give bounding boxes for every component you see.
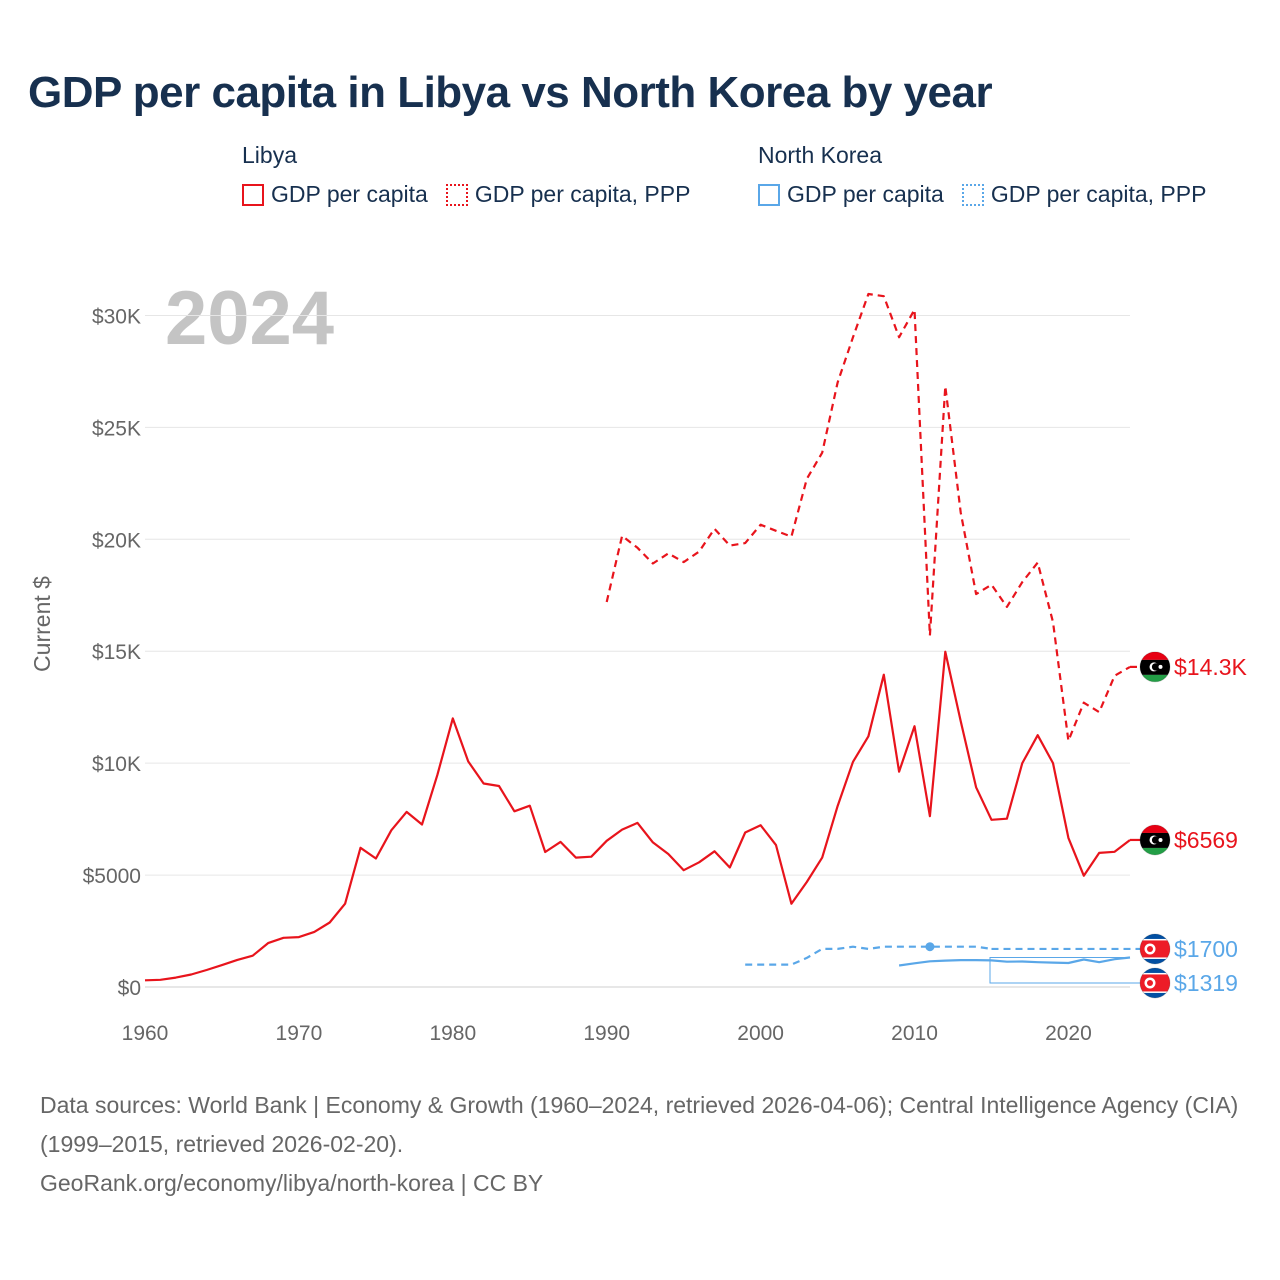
legend-swatch-solid — [758, 183, 780, 206]
flag-marker — [1139, 967, 1171, 999]
x-tick-label: 1970 — [276, 1022, 323, 1045]
x-tick-label: 1990 — [583, 1022, 630, 1045]
y-tick-label: $0 — [118, 977, 141, 1000]
end-value-label: $14.3K — [1174, 654, 1248, 680]
leader-line — [989, 956, 1140, 984]
credit-link[interactable]: GeoRank.org/economy/libya/north-korea | … — [40, 1170, 544, 1196]
legend-item-north-korea-gdp-ppp[interactable]: GDP per capita, PPP — [961, 181, 1207, 208]
star-icon — [1158, 664, 1163, 669]
y-axis-label: Current $ — [29, 576, 55, 672]
north-korea-flag-icon — [1140, 967, 1170, 998]
legend-group-north-korea: North Korea GDP per capita GDP per capit… — [758, 142, 1224, 208]
legend-label: GDP per capita, PPP — [474, 181, 691, 207]
gridlines — [145, 314, 1130, 988]
star-icon — [1147, 979, 1153, 986]
x-tick-label: 2010 — [891, 1022, 938, 1045]
x-tick-label: 1980 — [429, 1022, 476, 1045]
north-korea-flag-icon — [1140, 933, 1170, 964]
series-line-libya-gdp-per-capita — [144, 650, 1131, 982]
star-icon — [1158, 837, 1163, 842]
libya-flag-icon — [1140, 824, 1170, 855]
chart-title: GDP per capita in Libya vs North Korea b… — [28, 68, 993, 117]
legend-group-libya: Libya GDP per capita GDP per capita, PPP — [242, 142, 708, 208]
crescent-cutout — [1151, 663, 1160, 671]
legend-swatch-dotted — [445, 183, 468, 206]
x-tick-label: 2000 — [737, 1022, 784, 1045]
end-labels: $14.3K $6569 $1700 $1319 — [989, 651, 1248, 999]
flag-outline — [1139, 933, 1171, 965]
end-value-label: $6569 — [1174, 827, 1238, 853]
legend-label: GDP per capita, PPP — [990, 181, 1207, 207]
y-tick-label: $5000 — [83, 865, 141, 888]
x-tick-label: 2020 — [1045, 1022, 1092, 1045]
y-tick-label: $25K — [92, 417, 141, 440]
libya-flag-icon — [1140, 651, 1170, 682]
star-icon — [1147, 945, 1153, 952]
crescent-cutout — [1151, 836, 1160, 844]
series-line-north-korea-gdp-per-capita — [898, 956, 1131, 967]
legend-item-north-korea-gdp[interactable]: GDP per capita — [758, 181, 944, 208]
flag-marker — [1139, 824, 1171, 856]
legend-group-title: North Korea — [758, 142, 883, 168]
flag-outline — [1139, 651, 1171, 683]
flag-stripe — [1140, 824, 1170, 833]
data-sources: Data sources: World Bank | Economy & Gro… — [40, 1092, 1239, 1157]
y-tick-label: $30K — [92, 305, 141, 328]
y-tick-label: $15K — [92, 641, 141, 664]
legend-group-title: Libya — [242, 142, 297, 168]
legend-label: GDP per capita — [787, 181, 944, 207]
y-tick-label: $20K — [92, 529, 141, 552]
flag-marker — [1139, 651, 1171, 683]
flag-stripe — [1140, 847, 1170, 855]
y-tick-label: $10K — [92, 753, 141, 776]
end-value-label: $1700 — [1174, 936, 1238, 962]
highlight-point — [925, 942, 935, 952]
series-lines — [144, 292, 1131, 982]
legend-swatch-dotted — [961, 183, 984, 206]
series-line-libya-gdp-per-capita-ppp — [605, 292, 1131, 742]
flag-marker — [1139, 933, 1171, 965]
flag-outline — [1139, 967, 1171, 999]
x-tick-label: 1960 — [122, 1022, 169, 1045]
end-value-label: $1319 — [1174, 970, 1238, 996]
series-line-north-korea-gdp-per-capita-ppp — [745, 945, 992, 966]
axis-ticks: $0 $5000 $10K $15K $20K $25K $30K 1960 1970 1980 1… — [83, 305, 1092, 1045]
legend-label: GDP per capita — [271, 181, 428, 207]
year-watermark: 2024 — [165, 276, 334, 361]
flag-stripe — [1140, 674, 1170, 682]
legend-item-libya-gdp[interactable]: GDP per capita — [242, 181, 428, 208]
flag-stripe — [1140, 651, 1170, 660]
footer: Data sources: World Bank | Economy & Gro… — [40, 1086, 1240, 1203]
legend-item-libya-gdp-ppp[interactable]: GDP per capita, PPP — [445, 181, 691, 208]
legend-swatch-solid — [242, 183, 264, 206]
flag-outline — [1139, 824, 1171, 856]
